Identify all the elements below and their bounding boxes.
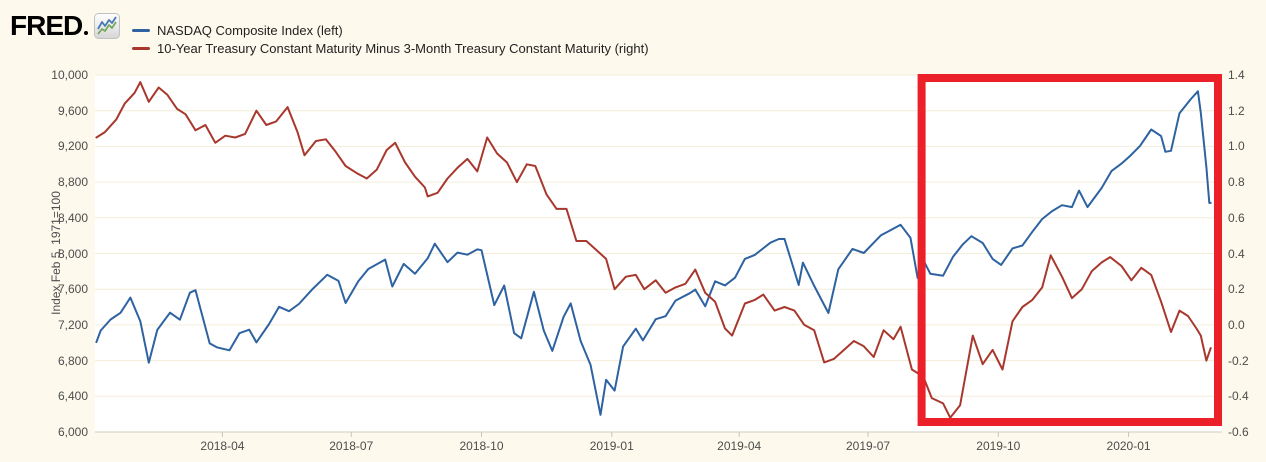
y-axis-tick-left: 9,200: [57, 139, 88, 154]
y-axis-tick-left: 6,000: [57, 425, 88, 439]
fred-sparkline-icon: [94, 13, 121, 39]
y-axis-tick-right: 0.2: [1228, 282, 1245, 297]
y-axis-tick-right: 0.6: [1228, 210, 1245, 225]
y-axis-tick-left: 7,600: [57, 282, 88, 297]
y-axis-tick-left: 6,800: [57, 353, 88, 368]
y-axis-tick-right: 1.2: [1228, 103, 1245, 118]
x-axis-tick: 2018-07: [329, 439, 374, 453]
y-axis-tick-right: 0.4: [1228, 246, 1245, 261]
y-axis-tick-left: 10,000: [51, 68, 88, 82]
highlight-annotation-box: [917, 74, 1222, 426]
nasdaq-line-series: [95, 90, 1212, 416]
y-axis-tick-left: 7,200: [57, 317, 88, 332]
y-axis-tick-right: 0.8: [1228, 175, 1245, 190]
y-axis-tick-left: 6,400: [57, 389, 88, 404]
legend-label-spread: 10-Year Treasury Constant Maturity Minus…: [157, 40, 649, 56]
x-axis-tick: 2019-01: [589, 439, 634, 453]
y-axis-tick-left: 8,000: [57, 246, 88, 261]
y-axis-tick-right: 1.4: [1228, 68, 1245, 82]
legend-item-spread: 10-Year Treasury Constant Maturity Minus…: [132, 39, 649, 57]
legend-dash-red-icon: [132, 46, 150, 50]
y-axis-tick-left: 8,400: [57, 210, 88, 225]
x-axis-tick: 2018-10: [459, 439, 504, 453]
y-axis-tick-right: -0.4: [1228, 389, 1249, 404]
chart-legend: NASDAQ Composite Index (left) 10-Year Tr…: [132, 21, 649, 57]
fred-logo[interactable]: FRED: [10, 10, 121, 41]
x-axis-tick: 2020-01: [1106, 439, 1151, 453]
y-axis-tick-left: 9,600: [57, 103, 88, 118]
x-axis-tick: 2019-10: [976, 439, 1021, 453]
y-axis-tick-right: 0.0: [1228, 317, 1245, 332]
y-axis-tick-right: -0.6: [1228, 425, 1249, 439]
legend-dash-blue-icon: [132, 28, 150, 32]
x-axis-tick: 2019-04: [717, 439, 762, 453]
x-axis-tick: 2018-04: [200, 439, 245, 453]
y-axis-tick-left: 8,800: [57, 175, 88, 190]
legend-item-nasdaq: NASDAQ Composite Index (left): [132, 21, 649, 39]
legend-label-nasdaq: NASDAQ Composite Index (left): [157, 22, 343, 38]
y-axis-tick-right: 1.0: [1228, 139, 1245, 154]
fred-logo-text: FRED: [10, 10, 83, 41]
y-axis-tick-right: -0.2: [1228, 353, 1249, 368]
registered-dot-icon: [84, 31, 89, 35]
x-axis-tick: 2019-07: [846, 439, 891, 453]
treasury-spread-line-series: [95, 81, 1212, 419]
